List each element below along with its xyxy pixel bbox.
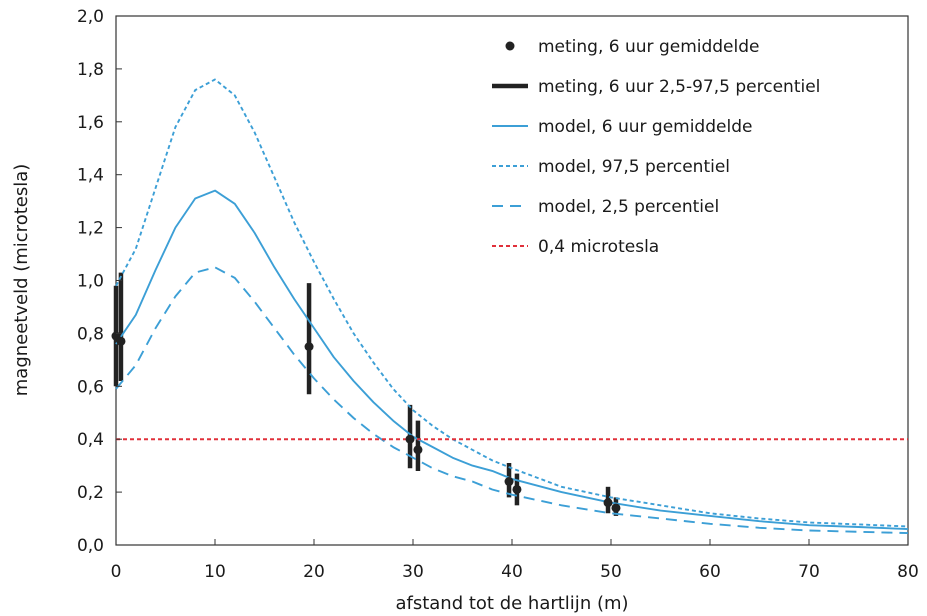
x-tick-label: 0 [111,562,122,582]
legend-label: model, 97,5 percentiel [538,157,730,177]
data-point [304,342,314,352]
legend: meting, 6 uur gemiddelde meting, 6 uur 2,… [492,37,820,257]
ticks-layer: 0 10 20 30 40 50 60 70 80 0,0 0,2 0,4 0,6 0,8 1,0 1,2 1,… [77,7,919,582]
x-tick-label: 40 [501,562,523,582]
y-tick-label: 0,8 [77,324,104,344]
y-tick-label: 0,6 [77,377,104,397]
legend-label: 0,4 microtesla [538,237,659,257]
series-layer [111,78,909,535]
series-line-2 [115,189,909,531]
data-point [603,498,613,508]
data-point [504,477,514,487]
y-tick-label: 1,6 [77,113,104,133]
y-tick-label: 1,4 [77,166,104,186]
y-axis-title: magneetveld (microtesla) [11,164,32,397]
data-point [405,434,415,444]
x-tick-label: 80 [897,562,919,582]
legend-label: meting, 6 uur 2,5-97,5 percentiel [538,77,820,97]
data-point [611,503,621,513]
y-tick-label: 0,2 [77,483,104,503]
x-tick-label: 30 [402,562,424,582]
series-line-4 [115,266,909,535]
y-tick-label: 1,0 [77,272,104,292]
legend-label: model, 6 uur gemiddelde [538,117,752,137]
legend-label: meting, 6 uur gemiddelde [538,37,760,57]
series-line-3 [115,78,909,528]
data-point [512,484,522,494]
y-tick-label: 0,0 [77,536,104,556]
legend-label: model, 2,5 percentiel [538,197,719,217]
y-tick-label: 1,2 [77,219,104,239]
data-point [413,445,423,455]
data-point [116,336,126,346]
x-tick-label: 50 [600,562,622,582]
plot-area [115,15,909,546]
x-axis-title: afstand tot de hartlijn (m) [395,593,628,614]
y-tick-label: 0,4 [77,430,104,450]
legend-marker [505,41,515,51]
x-tick-label: 20 [303,562,325,582]
x-tick-label: 10 [204,562,226,582]
x-tick-label: 70 [798,562,820,582]
y-tick-label: 1,8 [77,60,104,80]
x-tick-label: 60 [699,562,721,582]
y-tick-label: 2,0 [77,7,104,27]
